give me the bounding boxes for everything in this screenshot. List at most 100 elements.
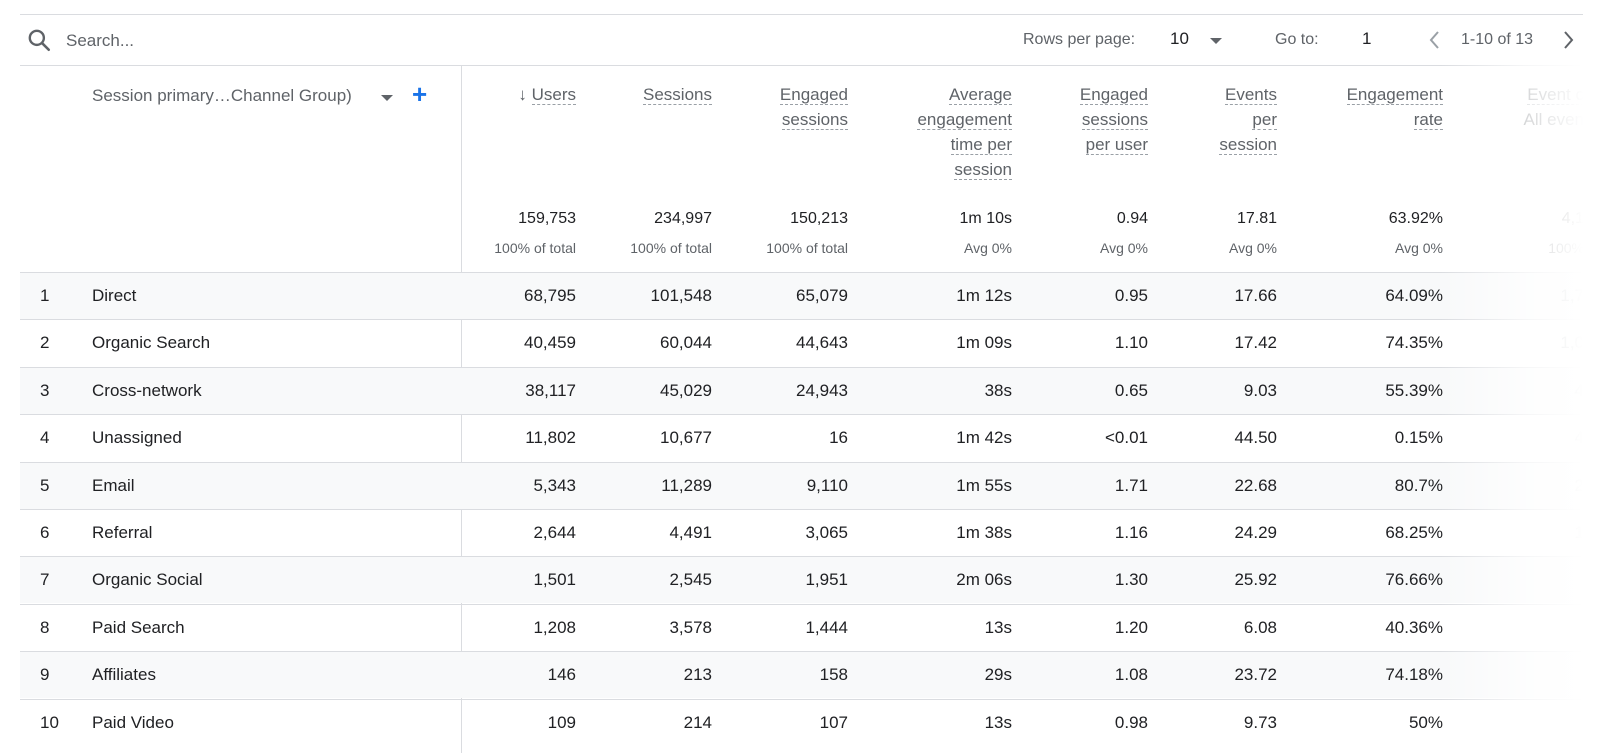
column-header-label: sessions [1081,110,1148,130]
row-cell: 146 [547,665,576,685]
row-channel-name[interactable]: Unassigned [92,428,182,448]
row-cell: 11,289 [661,475,712,495]
column-header-1[interactable]: Sessions [643,82,712,107]
table-row[interactable]: 5 Email 5,343 11,289 9,110 1m 55s 1.71 22.68 80.… [20,461,1584,509]
row-cell: 13s [984,617,1012,637]
row-cell: 16 [829,428,848,448]
column-total: 1m 10s [959,210,1012,227]
row-channel-name[interactable]: Referral [92,523,153,542]
row-channel-name[interactable]: Paid Search [92,617,185,637]
row-cell: 65,079 [796,286,848,305]
dimension-selector[interactable]: Session primary…Channel Group) [92,86,352,105]
column-total: 4,1 [1561,210,1584,227]
row-cell: 68.25% [1385,523,1443,542]
table-row[interactable]: 1 Direct 68,795 101,548 65,079 1m 12s 0.95 17.6… [20,272,1584,319]
column-total-percent: 100% of total [630,240,712,256]
row-index: 6 [40,523,50,542]
column-header-label: sessions [781,110,848,130]
column-header-2[interactable]: Engaged sessions [779,82,848,132]
column-total: 159,753 [518,210,576,227]
table-row[interactable]: 7 Organic Social 1,501 2,545 1,951 2m 06s 1.30… [20,556,1583,604]
row-cell: 24.29 [1234,523,1277,542]
go-to-input[interactable]: 1 [1362,29,1372,48]
row-cell: 64.09% [1385,286,1443,305]
row-cell: 109 [547,712,576,732]
row-cell: 1m 12s [956,286,1012,305]
go-to-label: Go to: [1275,31,1319,48]
search-icon[interactable] [26,27,52,53]
row-cell: 1,0 [1560,333,1584,353]
rows-per-page-select[interactable]: 10 [1170,29,1189,48]
column-total-percent: 100% of total [494,240,576,256]
row-cell: 3,578 [669,617,712,637]
column-header-7[interactable]: Event c All even [1524,82,1584,132]
table-row[interactable]: 6 Referral 2,644 4,491 3,065 1m 38s 1.16 24.29 6… [20,509,1584,556]
table-row[interactable]: 8 Paid Search 1,208 3,578 1,444 13s 1.20 6.08 40… [20,603,1583,651]
column-header-label: Engagement [1346,85,1443,105]
table-toolbar: Rows per page: 10 Go to: 1 1-10 of 13 [20,15,1583,66]
row-index: 10 [40,712,59,732]
row-cell: 22.68 [1234,475,1277,495]
row-cell: 23.72 [1234,665,1277,685]
row-index: 9 [40,665,50,685]
row-index: 4 [40,428,50,448]
row-cell: 213 [683,665,712,685]
column-header-6[interactable]: Engagement rate [1346,82,1443,132]
row-cell: 1.08 [1114,665,1148,685]
row-cell: 38s [984,380,1012,400]
row-cell: 1.16 [1114,523,1148,542]
column-header-label: Engaged [779,85,848,105]
column-header-4[interactable]: Engaged sessions per user [1079,82,1148,157]
column-header-sublabel: All even [1523,110,1584,129]
table-row[interactable]: 3 Cross-network 38,117 45,029 24,943 38s 0.65 9… [20,366,1584,414]
row-cell: 50% [1408,712,1443,732]
next-page-icon[interactable] [1557,28,1581,52]
row-cell: 1,7 [1560,286,1584,305]
row-index: 5 [40,475,50,495]
search-input[interactable] [64,28,348,54]
column-header-label: engagement [917,110,1012,130]
row-channel-name[interactable]: Email [92,475,135,495]
column-header-3[interactable]: Average engagement time per session [917,82,1012,182]
prev-page-icon[interactable] [1423,28,1447,52]
row-channel-name[interactable]: Cross-network [92,380,202,400]
row-cell: 44.50 [1234,428,1277,448]
add-dimension-icon[interactable]: + [412,79,428,109]
row-cell: 0.98 [1114,712,1148,732]
row-channel-name[interactable]: Paid Video [92,712,174,732]
row-channel-name[interactable]: Affiliates [92,665,156,685]
row-index: 1 [40,286,50,305]
table-row[interactable]: 4 Unassigned 11,802 10,677 16 1m 42s <0.01 44.5… [20,414,1584,461]
row-cell: 1m 55s [956,475,1012,495]
column-header-label: Events [1225,85,1277,105]
row-cell: 1.71 [1114,475,1148,495]
column-header-label: per [1252,110,1277,130]
column-header-label: time per [950,135,1012,155]
row-index: 8 [40,617,50,637]
table-row[interactable]: 10 Paid Video 109 214 107 13s 0.98 9.73 50% [20,698,1583,746]
column-total: 234,997 [654,210,712,227]
row-cell: 74.18% [1385,665,1443,685]
row-cell: 1.10 [1114,333,1148,353]
row-channel-name[interactable]: Direct [92,286,137,305]
row-cell: 9.03 [1243,380,1277,400]
row-index: 2 [40,333,50,353]
row-cell: 13s [984,712,1012,732]
column-header-5[interactable]: Events per session [1219,82,1277,157]
row-cell: 44,643 [796,333,848,353]
table-row[interactable]: 9 Affiliates 146 213 158 29s 1.08 23.72 74.18% [20,651,1583,699]
row-cell: 3,065 [805,523,848,542]
row-channel-name[interactable]: Organic Social [92,570,203,590]
rows-per-page-dropdown-icon[interactable] [1210,38,1222,44]
table-row[interactable]: 2 Organic Search 40,459 60,044 44,643 1m 09s 1… [20,319,1584,366]
sort-descending-icon[interactable]: ↓ [518,85,532,104]
column-header-label: Event c [1527,85,1584,105]
dimension-dropdown-icon[interactable] [381,95,393,101]
top-divider [20,14,1583,15]
row-cell: 24,943 [796,380,848,400]
row-cell: 0.15% [1394,428,1443,448]
column-total-percent: Avg 0% [1395,240,1443,256]
row-channel-name[interactable]: Organic Search [92,333,211,353]
column-header-label: per user [1085,135,1148,155]
column-header-0[interactable]: ↓ Users [518,82,576,107]
